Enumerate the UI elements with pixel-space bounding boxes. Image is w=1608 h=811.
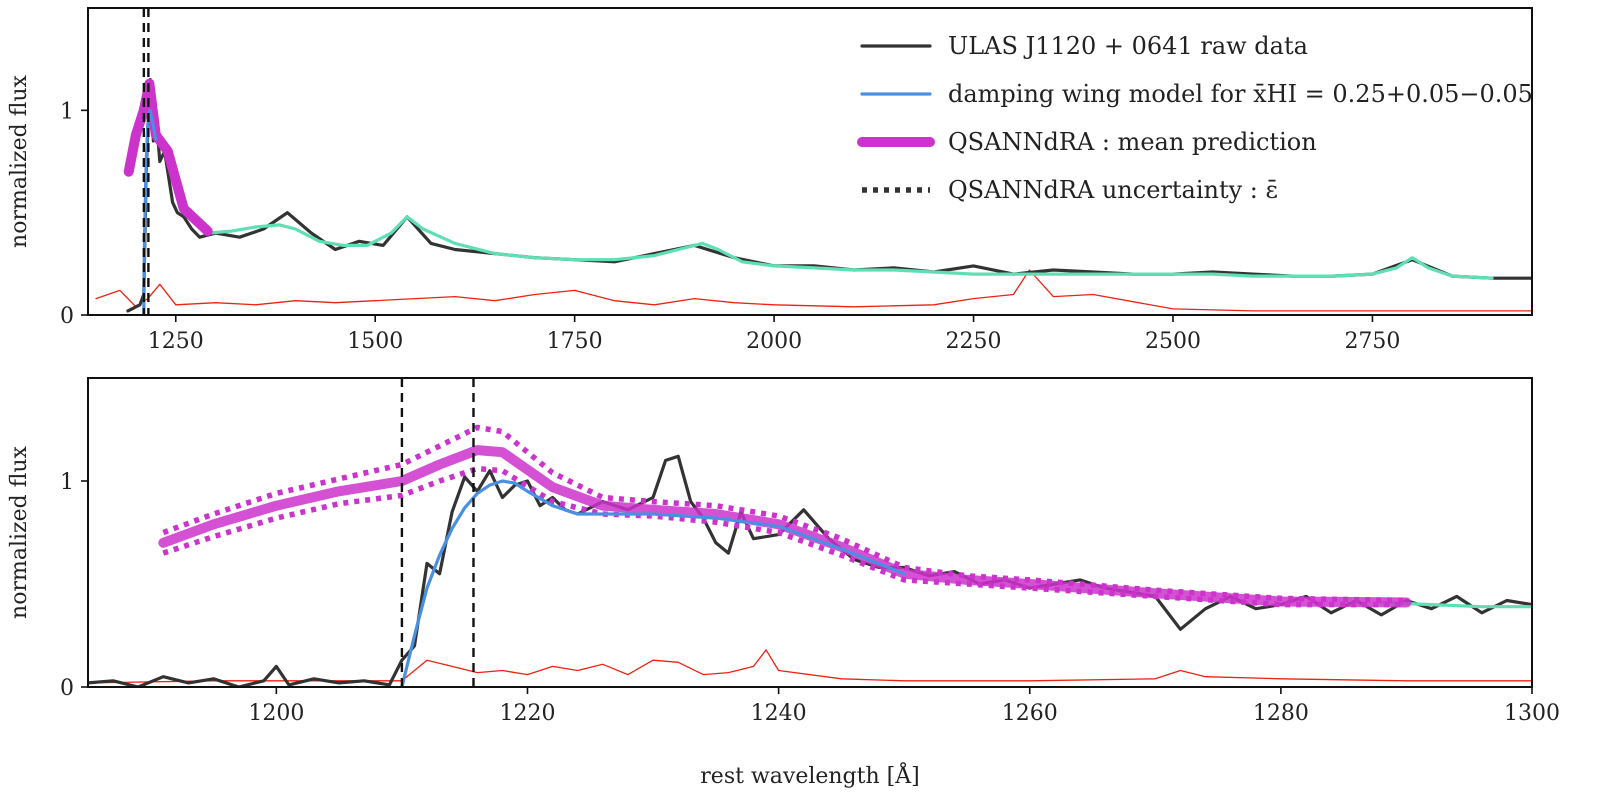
x-tick-label: 2750 — [1344, 329, 1400, 354]
series-raw-line — [88, 454, 1532, 687]
x-tick-label: 1300 — [1504, 701, 1560, 726]
x-axis-label: rest wavelength [Å] — [700, 761, 919, 789]
x-tick-label: 2000 — [746, 329, 802, 354]
legend: ULAS J1120 + 0641 raw data damping wing m… — [857, 32, 1533, 204]
x-tick-label: 1280 — [1253, 701, 1309, 726]
x-tick-label: 2500 — [1145, 329, 1201, 354]
series-mean-line — [158, 445, 1412, 608]
y-tick-label: 1 — [60, 99, 74, 124]
bottom-panel: 1200 1220 1240 1260 1280 1300 0 1 normalized flu… — [7, 377, 1560, 789]
x-tick-label: 2250 — [946, 329, 1002, 354]
x-tick-label: 1260 — [1002, 701, 1058, 726]
series-uncertainty-line — [162, 424, 1407, 604]
x-tick-label: 1200 — [248, 701, 304, 726]
x-tick-label: 1220 — [499, 701, 555, 726]
y-tick-label: 1 — [60, 470, 74, 495]
series-noise-line — [95, 269, 1532, 312]
axes-frame — [87, 7, 1533, 316]
series-noise-line — [88, 649, 1532, 684]
x-tick-label: 1500 — [347, 329, 403, 354]
legend-label-damping: damping wing model for x̄HI = 0.25+0.05−… — [948, 80, 1533, 108]
y-axis-label: normalized flux — [7, 74, 32, 248]
plot-area — [88, 378, 1532, 687]
x-tick-label: 1240 — [751, 701, 807, 726]
legend-label-mean: QSANNdRA : mean prediction — [948, 128, 1317, 156]
axes-frame — [87, 377, 1533, 688]
series-damping-line — [400, 479, 906, 687]
y-axis-label: normalized flux — [7, 445, 32, 619]
y-tick-label: 0 — [60, 304, 74, 329]
legend-label-uncertainty: QSANNdRA uncertainty : ε̄ — [948, 176, 1278, 204]
plot-area — [95, 8, 1532, 315]
x-tick-label: 1750 — [547, 329, 603, 354]
series-mean-line — [123, 78, 213, 237]
top-panel: 1250 1500 1750 2000 2250 2500 2750 0 1 normalized… — [7, 7, 1533, 354]
y-tick-label: 0 — [60, 676, 74, 701]
series-continuum-line — [206, 215, 1494, 280]
x-tick-label: 1250 — [148, 329, 204, 354]
legend-label-raw: ULAS J1120 + 0641 raw data — [948, 32, 1308, 60]
